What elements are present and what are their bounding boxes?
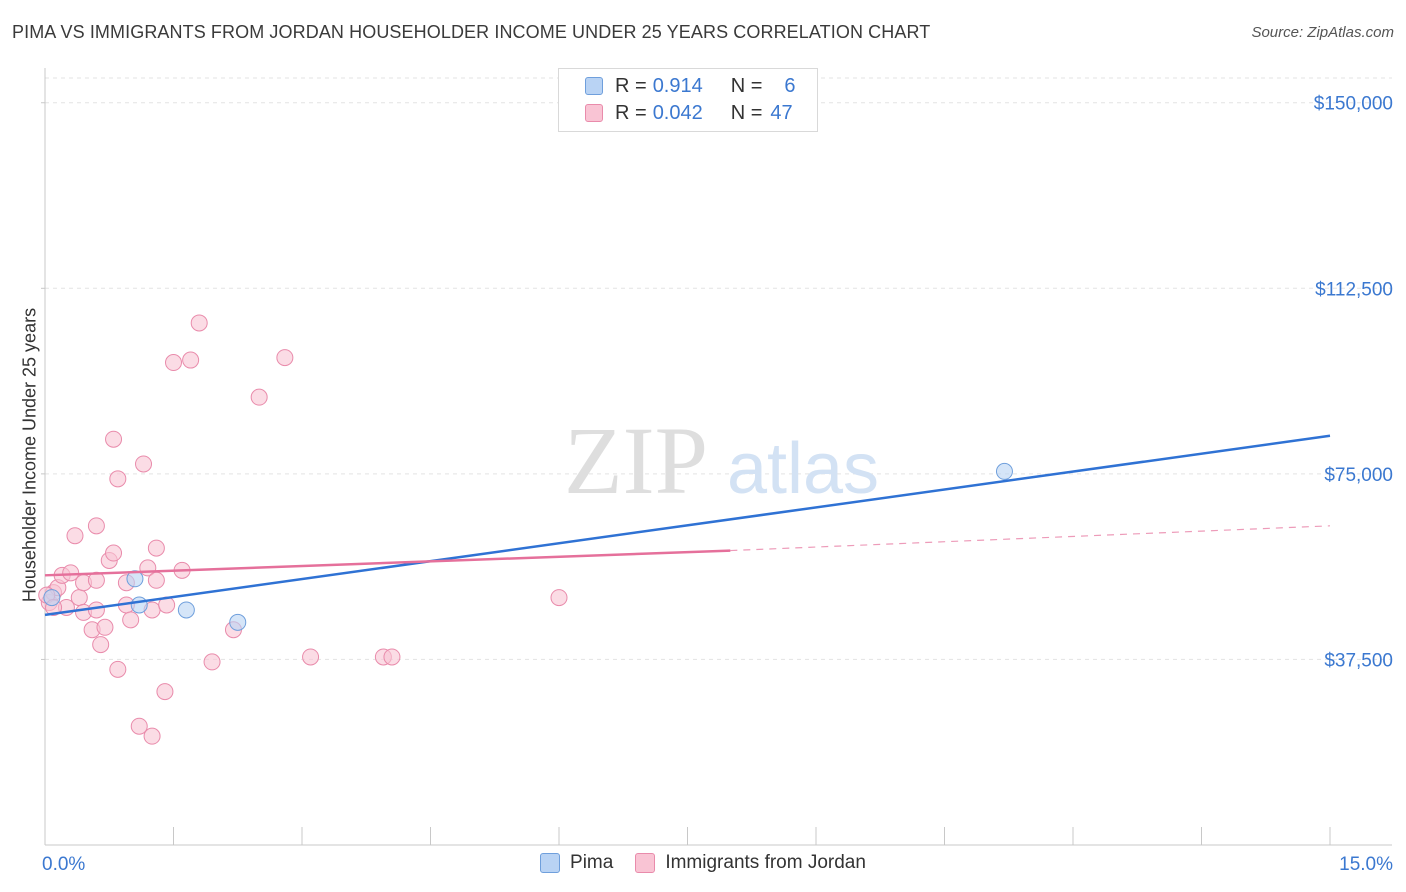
data-point-jordan: [135, 455, 153, 473]
data-point-jordan: [62, 564, 80, 582]
legend-row-jordan: R = 0.042 N = 47: [585, 100, 793, 126]
chart-title: PIMA VS IMMIGRANTS FROM JORDAN HOUSEHOLD…: [12, 22, 931, 42]
legend-n-value: 6: [784, 74, 796, 97]
data-point-pima: [177, 601, 195, 619]
legend-swatch-jordan: [585, 104, 603, 122]
legend-row-pima: R = 0.914 N = 6: [585, 73, 796, 99]
legend-r-label: R =: [615, 74, 647, 97]
x-tick-label: 0.0%: [42, 854, 85, 875]
legend-n-value: 47: [770, 101, 793, 124]
data-point-jordan: [109, 470, 127, 488]
data-point-pima: [995, 462, 1013, 480]
y-tick-label: $112,500: [1315, 279, 1393, 300]
y-tick-label: $150,000: [1314, 94, 1393, 115]
source-label: Source: ZipAtlas.com: [1251, 24, 1394, 41]
data-point-jordan: [383, 648, 401, 666]
legend-swatch-pima: [585, 77, 603, 95]
data-point-jordan: [165, 354, 182, 372]
legend-item-jordan[interactable]: Immigrants from Jordan: [635, 852, 866, 874]
data-point-jordan: [87, 601, 105, 619]
data-point-jordan: [276, 349, 294, 367]
data-point-jordan: [147, 571, 165, 589]
y-tick-label: $37,500: [1324, 650, 1393, 671]
legend-n-label: N =: [730, 74, 763, 97]
data-point-jordan: [70, 589, 88, 607]
stats-legend: R = 0.914 N = 6 R = 0.042 N = 47: [558, 68, 818, 132]
legend-r-value: 0.042: [652, 101, 703, 124]
legend-n-label: N =: [730, 101, 763, 124]
legend-label-pima: Pima: [570, 852, 614, 873]
data-point-pima: [43, 589, 61, 607]
data-point-pima: [130, 596, 148, 614]
data-point-jordan: [147, 539, 165, 557]
legend-r-label: R =: [615, 101, 647, 124]
data-point-jordan: [143, 727, 161, 745]
data-point-jordan: [190, 314, 208, 332]
data-point-jordan: [66, 527, 84, 545]
data-point-jordan: [203, 653, 221, 671]
data-point-jordan: [550, 589, 568, 607]
data-point-jordan: [130, 717, 148, 735]
data-point-jordan: [122, 611, 140, 629]
legend-label-jordan: Immigrants from Jordan: [665, 852, 866, 873]
data-point-jordan: [250, 388, 268, 406]
data-point-pima: [229, 613, 247, 631]
trend-line-pima: [44, 434, 1331, 617]
trend-line-extension-jordan: [730, 525, 1331, 552]
data-point-jordan: [182, 351, 200, 369]
legend-swatch-pima: [540, 853, 561, 873]
legend-swatch-jordan: [635, 853, 656, 873]
legend-item-pima[interactable]: Pima: [540, 852, 613, 874]
data-point-jordan: [302, 648, 320, 666]
x-tick-label: 15.0%: [1339, 854, 1393, 875]
data-point-jordan: [109, 660, 127, 678]
series-legend: Pima Immigrants from Jordan: [0, 852, 1406, 874]
y-axis-title: Householder Income Under 25 years: [19, 307, 40, 603]
watermark-atlas: atlas: [727, 429, 879, 509]
trend-line-jordan: [44, 549, 731, 577]
data-point-jordan: [156, 683, 174, 701]
data-point-jordan: [92, 636, 110, 654]
data-point-jordan: [105, 430, 123, 448]
data-point-jordan: [105, 544, 123, 562]
legend-r-value: 0.914: [652, 74, 703, 97]
y-tick-label: $75,000: [1324, 465, 1393, 486]
data-point-jordan: [96, 618, 114, 636]
data-point-pima: [126, 570, 144, 588]
data-point-jordan: [87, 517, 105, 535]
watermark-zip: ZIP: [564, 407, 708, 514]
